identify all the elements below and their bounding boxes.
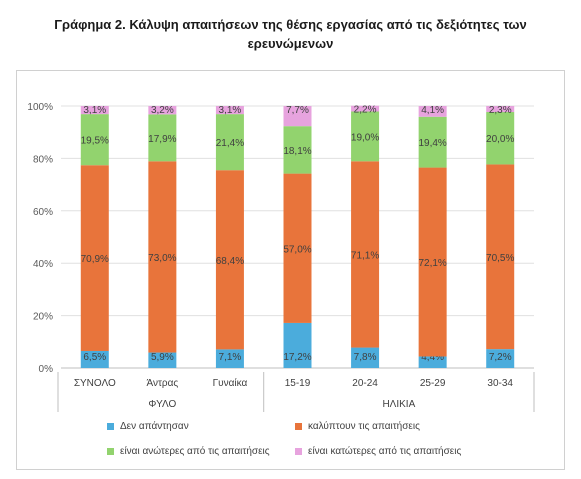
bar-segment <box>80 114 109 166</box>
data-label: 70,5% <box>486 253 514 264</box>
data-label: 7,7% <box>286 105 309 116</box>
data-label: 4,1% <box>421 105 444 116</box>
data-label: 7,2% <box>489 352 512 363</box>
group-label: ΦΥΛΟ <box>148 399 176 410</box>
chart-frame <box>16 70 565 470</box>
y-tick-label: 40% <box>33 259 53 270</box>
bar-segment <box>351 161 380 348</box>
data-label: 20,0% <box>486 134 514 145</box>
x-tick-label: 30-34 <box>487 378 513 389</box>
bar-segment <box>351 347 380 368</box>
data-label: 72,1% <box>418 258 446 269</box>
bar-segment <box>351 105 380 112</box>
chart-title: Γράφημα 2. Κάλυψη απαιτήσεων της θέσης ε… <box>54 17 527 51</box>
bar-segment <box>486 106 515 113</box>
y-tick-label: 60% <box>33 207 53 218</box>
bar-segment <box>283 106 312 127</box>
data-label: 2,2% <box>354 105 377 116</box>
data-label: 5,9% <box>151 352 174 363</box>
bar-segment <box>80 106 109 115</box>
data-label: 71,1% <box>351 250 379 261</box>
bar-segment <box>80 350 109 368</box>
data-label: 7,1% <box>219 352 242 363</box>
data-label: 6,5% <box>83 352 106 363</box>
bar-segment <box>486 164 515 350</box>
data-label: 68,4% <box>216 256 244 267</box>
bar-segment <box>148 161 177 353</box>
bar-segment <box>80 165 109 351</box>
x-tick-label: 25-29 <box>420 378 446 389</box>
bar-segment <box>215 114 244 171</box>
bar-segment <box>418 106 447 117</box>
bar-segment <box>418 116 447 168</box>
y-tick-label: 20% <box>33 312 53 323</box>
data-label: 21,4% <box>216 138 244 149</box>
x-tick-label: ΣΥΝΟΛΟ <box>74 378 116 389</box>
bar-segment <box>283 322 312 368</box>
bar-segment <box>215 170 244 350</box>
data-label: 70,9% <box>81 254 109 265</box>
x-tick-label: 20-24 <box>352 378 378 389</box>
x-tick-label: Γυναίκα <box>213 377 248 389</box>
data-label: 18,1% <box>283 146 311 157</box>
data-label: 4,4% <box>421 352 444 363</box>
bar-segment <box>148 114 177 162</box>
y-tick-label: 80% <box>33 154 53 165</box>
x-tick-label: 15-19 <box>285 378 311 389</box>
bar-segment <box>283 173 312 323</box>
data-label: 2,3% <box>489 105 512 116</box>
bar-segment <box>486 349 515 368</box>
data-label: 3,2% <box>151 105 174 116</box>
bar-segment <box>148 352 177 368</box>
data-label: 7,8% <box>354 352 377 363</box>
y-tick-label: 0% <box>39 364 54 375</box>
data-label: 3,1% <box>219 105 242 116</box>
bar-segment <box>351 111 380 162</box>
bar-segment <box>418 356 447 368</box>
bar-segment <box>215 106 244 115</box>
data-label: 19,5% <box>81 136 109 147</box>
data-label: 3,1% <box>83 105 106 116</box>
data-label: 57,0% <box>283 244 311 255</box>
data-label: 17,2% <box>283 352 311 363</box>
bar-segment <box>418 167 447 357</box>
bar-segment <box>486 112 515 165</box>
data-label: 73,0% <box>148 253 176 264</box>
group-label: ΗΛΙΚΙΑ <box>382 399 415 410</box>
bar-segment <box>283 126 312 174</box>
data-label: 19,4% <box>418 138 446 149</box>
bar-segment <box>148 106 177 115</box>
data-label: 17,9% <box>148 134 176 145</box>
y-tick-label: 100% <box>27 102 53 113</box>
bar-segment <box>215 349 244 368</box>
data-label: 19,0% <box>351 132 379 143</box>
x-tick-label: Άντρας <box>146 378 178 389</box>
